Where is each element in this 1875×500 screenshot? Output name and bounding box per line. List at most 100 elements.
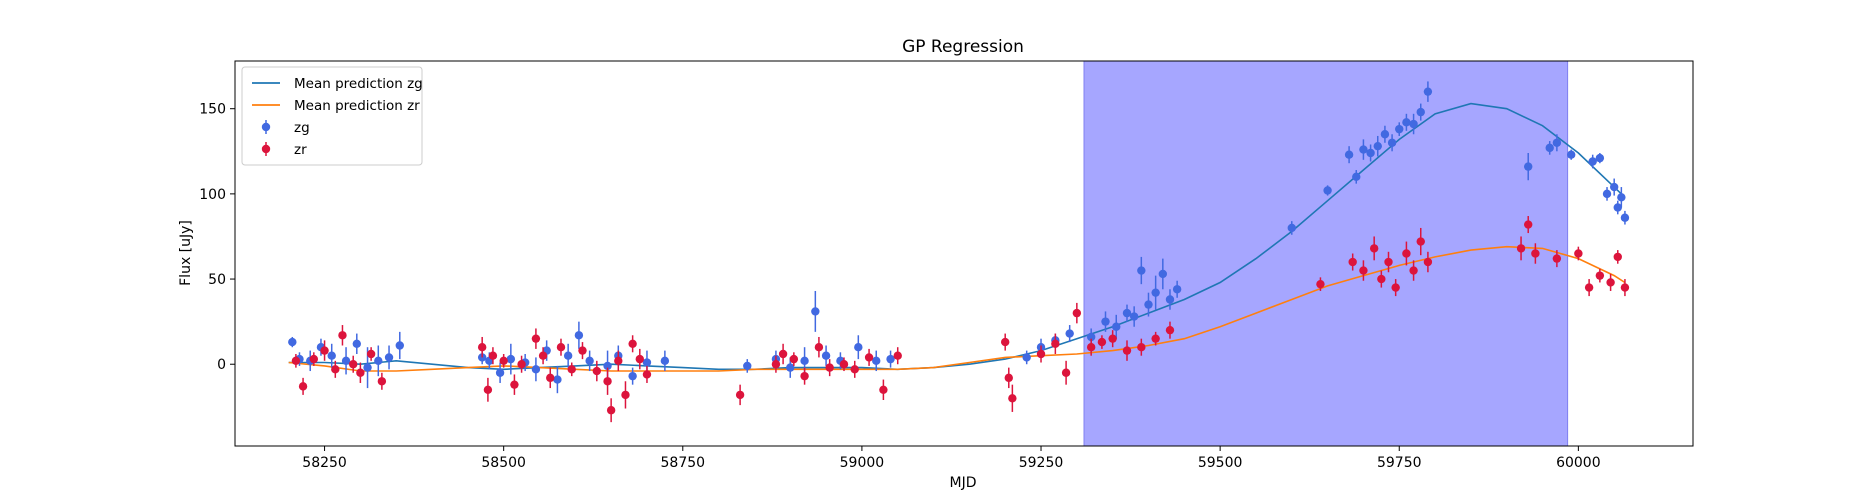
data-point-zr [1108,334,1117,343]
data-point-zr [1359,266,1368,275]
data-point-zr [377,377,387,386]
legend-label: zg [294,120,310,136]
data-point-zr [1584,283,1594,292]
y-tick-label: 100 [199,187,226,203]
data-point-zr [1423,257,1433,267]
data-point-zr [1072,308,1082,318]
data-point-zg [660,356,670,366]
data-point-zg [1129,312,1139,321]
x-tick-label: 59250 [1019,455,1064,471]
x-tick-label: 59000 [840,455,885,471]
data-point-zg [1352,172,1361,182]
data-point-zg [531,365,541,374]
data-point-zr [546,373,555,383]
data-point-zg [1373,141,1382,151]
data-point-zg [1609,182,1619,192]
data-point-zg [341,356,351,366]
data-point-zr [356,368,365,377]
data-point-zr [331,365,340,374]
data-point-zr [771,360,781,369]
data-point-zr [1391,283,1400,292]
data-point-zg [1595,153,1605,163]
data-point-zg [1287,223,1296,233]
data-point-zr [1000,337,1010,347]
data-point-zg [1617,193,1626,202]
data-point-zr [567,365,576,374]
data-point-zg [1172,285,1182,294]
data-point-zr [1384,257,1393,267]
data-point-zr [1531,249,1540,258]
data-point-zg [1144,300,1153,309]
data-point-zr [621,390,630,400]
series-line-1 [288,245,1626,372]
data-point-zr [1595,271,1605,280]
data-point-zr [1552,254,1562,263]
data-point-zg [1409,119,1418,129]
data-point-zg [811,307,820,316]
data-point-zr [1122,346,1132,355]
data-point-zr [1061,368,1071,377]
data-point-zr [628,339,637,348]
data-point-zr [320,346,329,355]
data-point-zg [743,361,752,371]
data-point-zg [1323,186,1332,195]
data-point-zr [1402,249,1411,258]
y-tick-label: 150 [199,102,226,118]
data-point-zg [1387,138,1397,147]
data-point-zg [628,371,637,381]
data-point-zr [893,351,902,360]
data-point-zg [1344,150,1354,159]
data-point-zg [506,354,516,364]
data-point-zr [825,363,834,372]
data-point-zg [1359,145,1368,154]
legend-swatch [261,144,271,154]
data-point-zr [614,356,623,366]
data-point-zr [1086,342,1096,352]
data-point-zr [499,356,508,366]
data-point-zg [585,356,594,366]
x-tick-label: 59750 [1377,455,1422,471]
data-point-zg [1022,353,1031,362]
legend-swatch [261,122,271,132]
data-point-zg [821,351,831,360]
data-point-zr [338,331,347,340]
data-point-zg [384,353,394,362]
data-point-zg [1165,295,1175,304]
data-point-zg [1151,288,1160,297]
data-point-zg [1416,107,1425,117]
data-point-zr [517,360,526,369]
data-point-zr [864,353,874,362]
data-point-zr [1524,220,1533,229]
legend-label: Mean prediction zr [294,98,420,114]
data-point-zr [1516,244,1526,253]
data-point-zg [1366,148,1375,158]
data-point-zr [879,385,888,394]
data-point-zr [1416,237,1425,246]
data-point-zg [327,351,336,360]
data-point-zr [839,360,849,369]
data-point-zg [642,358,652,367]
data-point-zr [1316,279,1325,289]
data-point-zr [603,377,612,386]
data-point-zr [1137,342,1146,352]
data-point-zr [778,349,788,359]
data-point-zg [1101,317,1110,326]
legend-label: zr [294,142,307,158]
x-tick-label: 58500 [481,455,526,471]
data-point-zr [1620,283,1630,292]
data-point-zr [291,356,301,366]
data-point-zr [592,366,602,376]
data-point-zr [1165,325,1175,335]
data-point-zg [1065,329,1074,338]
data-point-zg [1086,332,1096,342]
data-point-zr [1377,274,1386,284]
data-point-zg [1395,124,1404,134]
data-point-zg [1588,157,1597,166]
plot-area: 58250 58500 58750 59000 59250 59500 59750 60000… [199,60,1694,471]
plot-frame [234,60,1694,447]
data-point-zr [1008,394,1017,403]
data-point-zg [1137,266,1146,275]
data-point-zg [1602,189,1612,199]
data-point-zr [366,349,376,359]
data-point-zr [735,390,745,400]
